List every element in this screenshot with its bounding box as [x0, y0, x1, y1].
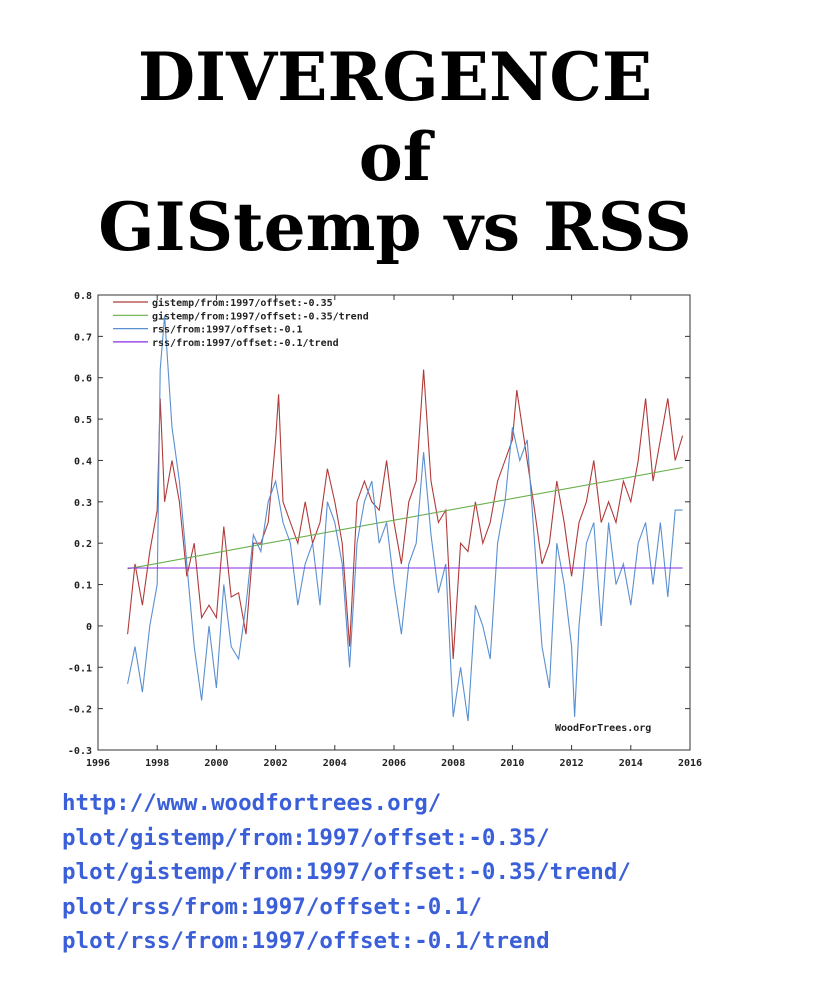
x-tick-label: 2004	[323, 758, 347, 769]
x-tick-label: 1996	[86, 758, 110, 769]
y-tick-label: -0.3	[68, 746, 92, 757]
series-line-1	[127, 369, 684, 660]
y-tick-label: 0.1	[74, 581, 92, 592]
url-line[interactable]: http://www.woodfortrees.org/	[62, 790, 442, 816]
url-line[interactable]: plot/gistemp/from:1997/offset:-0.35/tren…	[62, 859, 631, 885]
legend-label: rss/from:1997/offset:-0.1	[152, 325, 303, 336]
x-tick-label: 2000	[204, 758, 228, 769]
legend-label: rss/from:1997/offset:-0.1/trend	[152, 338, 339, 349]
y-tick-label: 0.7	[74, 332, 92, 343]
series-line-2	[127, 466, 683, 570]
legend-label: gistemp/from:1997/offset:-0.35	[152, 297, 333, 309]
url-line[interactable]: plot/gistemp/from:1997/offset:-0.35/	[62, 824, 550, 851]
url-list: http://www.woodfortrees.org/ plot/gistem…	[62, 786, 631, 959]
x-tick-label: 2006	[382, 758, 406, 769]
y-tick-label: 0.5	[74, 415, 92, 426]
chart: 0.80.70.60.50.40.30.20.10-0.1-0.2-0.3199…	[68, 291, 702, 769]
x-tick-label: 2012	[560, 758, 584, 769]
x-tick-label: 1998	[145, 758, 169, 769]
y-tick-label: 0.8	[74, 291, 92, 302]
url-line[interactable]: plot/rss/from:1997/offset:-0.1/	[62, 893, 482, 920]
legend-label: gistemp/from:1997/offset:-0.35/trend	[152, 310, 369, 322]
y-tick-label: 0.4	[74, 456, 92, 467]
x-tick-label: 2010	[500, 758, 524, 769]
x-tick-label: 2014	[619, 758, 643, 769]
title-line-3: GIStemp vs RSS	[98, 188, 692, 266]
y-tick-label: 0.6	[74, 374, 92, 385]
series-line-3	[127, 315, 683, 722]
y-tick-label: 0.3	[74, 498, 92, 509]
title-line-2: of	[358, 118, 432, 196]
y-tick-label: -0.2	[68, 705, 92, 716]
y-tick-label: 0	[86, 622, 92, 633]
x-tick-label: 2016	[678, 758, 702, 769]
x-tick-label: 2002	[264, 758, 288, 769]
x-tick-label: 2008	[441, 758, 465, 769]
y-tick-label: 0.2	[74, 539, 92, 550]
watermark: WoodForTrees.org	[555, 723, 651, 734]
title-line-1: DIVERGENCE	[137, 38, 653, 116]
url-line[interactable]: plot/rss/from:1997/offset:-0.1/trend	[62, 928, 550, 954]
y-tick-label: -0.1	[68, 663, 92, 674]
